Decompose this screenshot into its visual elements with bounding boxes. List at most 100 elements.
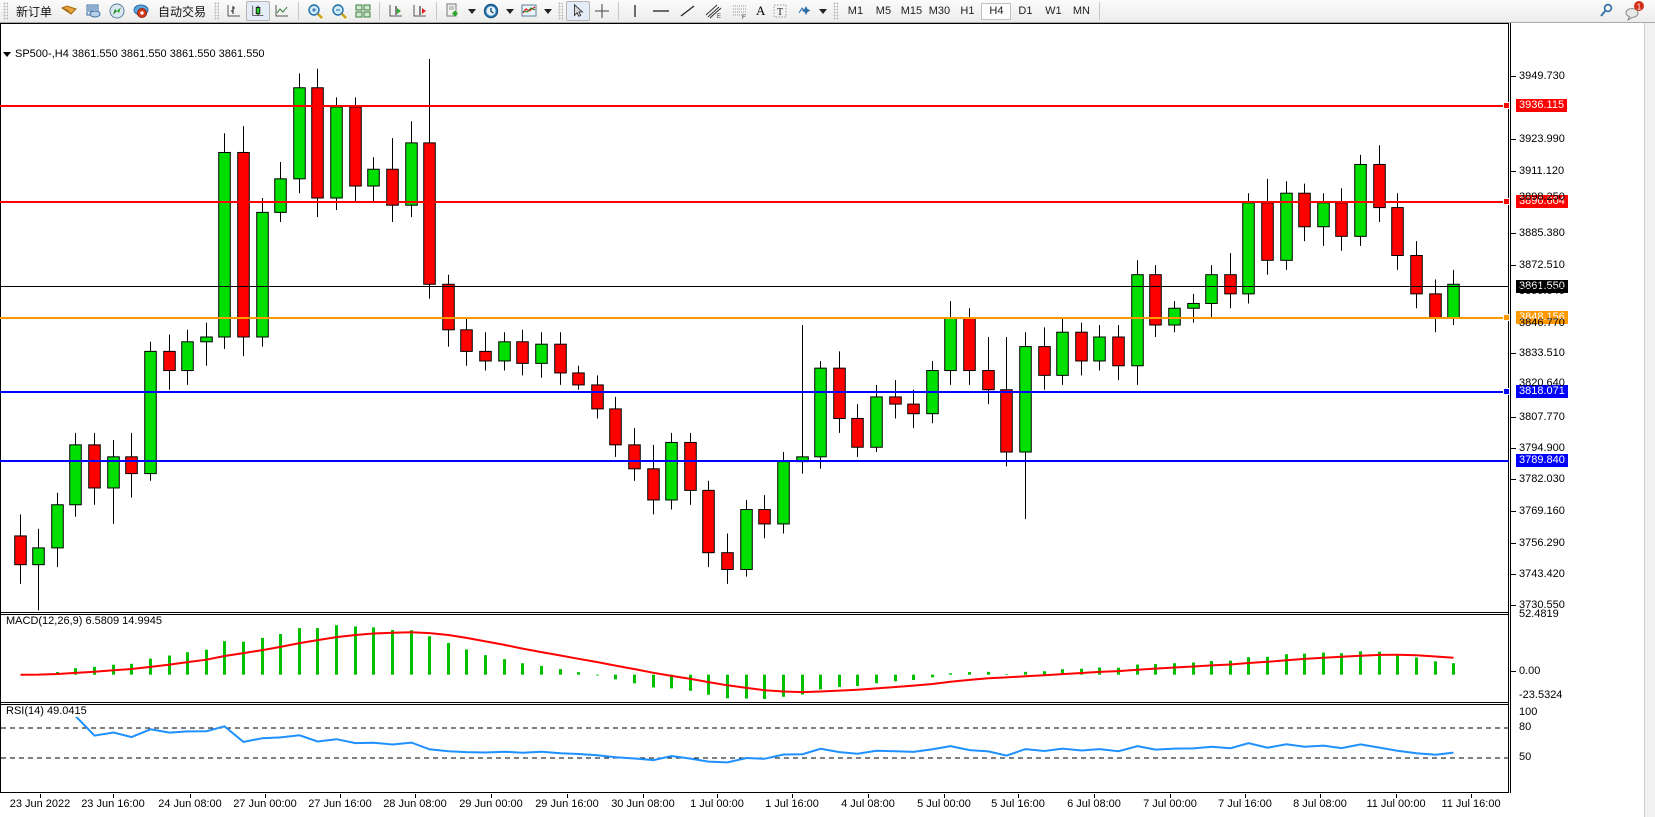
time-tick	[265, 794, 266, 798]
symbol-ohlc-text: SP500-,H4 3861.550 3861.550 3861.550 386…	[15, 48, 265, 60]
equidistant-channel-icon[interactable]: E	[701, 1, 727, 21]
fibonacci-icon[interactable]: F	[727, 1, 753, 21]
timeframe-h4[interactable]: H4	[981, 2, 1012, 20]
time-label: 30 Jun 08:00	[611, 798, 675, 810]
price-tick	[1511, 574, 1516, 575]
time-label: 23 Jun 2022	[9, 798, 71, 810]
indicators-dropdown-icon[interactable]	[465, 1, 479, 21]
time-label: 29 Jun 16:00	[535, 798, 599, 810]
chart-window[interactable]: SP500-,H4 3861.550 3861.550 3861.550 386…	[0, 23, 1655, 817]
rsi-indicator-label[interactable]: RSI(14) 49.0415	[4, 705, 89, 717]
time-label: 28 Jun 08:00	[383, 798, 447, 810]
trendline-icon[interactable]	[675, 1, 701, 21]
bar-chart-icon[interactable]	[222, 1, 246, 21]
level-line-3848[interactable]	[0, 317, 1509, 319]
price-tick-label: 3794.900	[1519, 442, 1565, 454]
price-badge-3818-071[interactable]: 3818.071	[1516, 385, 1568, 398]
price-tick	[1511, 265, 1516, 266]
time-label: 11 Jul 00:00	[1366, 798, 1426, 810]
cursor-icon[interactable]	[566, 1, 591, 21]
macd-zero-tick	[1511, 671, 1516, 672]
timeframe-h1[interactable]: H1	[960, 4, 975, 17]
level-line-3896[interactable]	[0, 201, 1509, 203]
level-handle-3896[interactable]	[1503, 198, 1510, 205]
toolbar-grip-3[interactable]	[558, 2, 564, 20]
text-label-icon[interactable]: A	[756, 3, 766, 18]
templates-icon[interactable]	[517, 1, 541, 21]
time-label: 5 Jul 00:00	[917, 798, 971, 810]
price-badge-3861-550[interactable]: 3861.550	[1516, 280, 1568, 293]
time-tick	[491, 794, 492, 798]
time-label: 24 Jun 08:00	[158, 798, 222, 810]
price-scale[interactable]: 3949.730 3936.115 3923.990 3911.120 3898.250…	[1510, 23, 1655, 793]
navigator-icon[interactable]	[105, 1, 129, 21]
price-badge-3896-604[interactable]: 3896.604	[1516, 195, 1568, 208]
time-tick	[792, 794, 793, 798]
zoom-in-icon[interactable]	[303, 1, 327, 21]
folder-icon[interactable]	[57, 1, 81, 21]
objects-dropdown-icon[interactable]	[816, 1, 830, 21]
time-tick	[113, 794, 114, 798]
chart-symbol-header: SP500-,H4 3861.550 3861.550 3861.550 386…	[3, 48, 265, 60]
objects-icon[interactable]	[792, 1, 816, 21]
time-tick	[1396, 794, 1397, 798]
level-handle-3818[interactable]	[1503, 388, 1510, 395]
level-line-3936[interactable]	[0, 105, 1509, 107]
new-order-button[interactable]: 新订单	[11, 1, 57, 21]
period-dropdown-icon[interactable]	[503, 1, 517, 21]
price-badge-3936-115[interactable]: 3936.115	[1516, 99, 1568, 112]
candlestick-icon[interactable]	[246, 1, 271, 21]
toolbar-separator-3	[436, 2, 438, 20]
level-line-3861[interactable]	[0, 286, 1509, 287]
toolbar-grip-4[interactable]	[833, 2, 839, 20]
crosshair-icon[interactable]	[590, 1, 614, 21]
level-handle-3936[interactable]	[1503, 102, 1510, 109]
templates-dropdown-icon[interactable]	[541, 1, 555, 21]
rsi-scale-top: 100	[1519, 706, 1538, 718]
price-tick-label: 3743.420	[1519, 568, 1565, 580]
timeframe-w1[interactable]: W1	[1045, 4, 1062, 17]
timeframe-m30[interactable]: M30	[928, 4, 951, 17]
level-line-3789[interactable]	[0, 460, 1509, 462]
time-tick	[190, 794, 191, 798]
time-label: 5 Jul 16:00	[991, 798, 1045, 810]
zoom-out-icon[interactable]	[327, 1, 351, 21]
timeframe-m5[interactable]: M5	[875, 4, 892, 17]
search-icon[interactable]	[1597, 2, 1615, 20]
data-window-icon[interactable]	[81, 1, 105, 21]
vertical-line-icon[interactable]	[623, 1, 647, 21]
chart-menu-caret-icon[interactable]	[3, 51, 11, 57]
toolbar-grip-2[interactable]	[214, 2, 220, 20]
macd-indicator-label[interactable]: MACD(12,26,9) 6.5809 14.9945	[4, 615, 164, 627]
level-handle-3848[interactable]	[1503, 314, 1510, 321]
time-tick	[1320, 794, 1321, 798]
time-label: 6 Jul 08:00	[1067, 798, 1121, 810]
line-chart-icon[interactable]	[270, 1, 294, 21]
time-tick	[944, 794, 945, 798]
timeframe-m15[interactable]: M15	[900, 4, 923, 17]
price-badge-3848-156[interactable]: 3848.156	[1516, 311, 1568, 324]
timeframe-d1[interactable]: D1	[1018, 4, 1033, 17]
level-line-3818[interactable]	[0, 391, 1509, 393]
alerts-icon[interactable]: 1	[1623, 1, 1645, 21]
autotrading-icon[interactable]	[129, 1, 153, 21]
time-scale[interactable]: 23 Jun 2022 23 Jun 16:00 24 Jun 08:00 27 Ju…	[0, 794, 1509, 817]
timeframe-m1[interactable]: M1	[847, 4, 864, 17]
price-tick-label-occluded: 3859.640	[1519, 285, 1565, 297]
timeframe-mn[interactable]: MN	[1072, 4, 1090, 17]
horizontal-line-icon[interactable]	[647, 1, 675, 21]
price-tick-label: 3885.380	[1519, 227, 1565, 239]
indicators-icon[interactable]	[441, 1, 465, 21]
price-tick-label: 3730.550	[1519, 599, 1565, 611]
price-badge-3789-840[interactable]: 3789.840	[1516, 454, 1568, 467]
tile-windows-icon[interactable]	[351, 1, 375, 21]
text-icon[interactable]: T	[768, 1, 792, 21]
chart-shift-icon[interactable]	[384, 1, 408, 21]
autoscroll-icon[interactable]	[408, 1, 432, 21]
price-tick-label: 3782.030	[1519, 473, 1565, 485]
toolbar-grip[interactable]	[3, 2, 8, 20]
macd-scale-top: 52.4819	[1519, 608, 1559, 620]
autotrading-button[interactable]: 自动交易	[153, 1, 211, 21]
period-icon[interactable]	[479, 1, 503, 21]
macd-pane-top-border-2	[0, 614, 1509, 615]
